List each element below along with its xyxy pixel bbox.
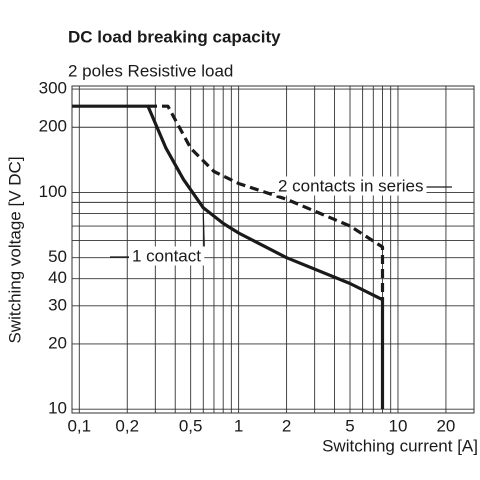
y-axis-label: Switching voltage [V DC]	[5, 156, 24, 343]
x-tick-label: 0,5	[179, 416, 203, 435]
y-tick-label: 300	[39, 79, 67, 98]
x-tick-label: 2	[282, 416, 291, 435]
y-tick-label: 10	[48, 399, 67, 418]
y-tick-label: 20	[48, 333, 67, 352]
x-tick-label: 10	[389, 416, 408, 435]
x-tick-label: 5	[345, 416, 354, 435]
chart-title: DC load breaking capacity	[68, 27, 281, 46]
y-tick-label: 100	[39, 182, 67, 201]
y-tick-label: 200	[39, 117, 67, 136]
x-tick-label: 0,2	[115, 416, 139, 435]
y-tick-label: 40	[48, 268, 67, 287]
leader-line	[202, 213, 205, 247]
series-label: 2 contacts in series	[278, 176, 424, 195]
series-line	[148, 104, 385, 300]
plot-frame	[71, 85, 475, 414]
y-tick-label: 50	[48, 247, 67, 266]
y-tick-label: 30	[48, 295, 67, 314]
label-bg	[129, 246, 205, 266]
x-tick-label: 20	[436, 416, 455, 435]
series-label: 1 contact	[132, 246, 201, 265]
x-tick-label: 1	[234, 416, 243, 435]
x-tick-label: 0,1	[67, 416, 91, 435]
label-bg	[275, 176, 427, 196]
chart-subtitle: 2 poles Resistive load	[68, 61, 233, 80]
series-line	[72, 104, 385, 410]
x-axis-label: Switching current [A]	[322, 436, 478, 455]
